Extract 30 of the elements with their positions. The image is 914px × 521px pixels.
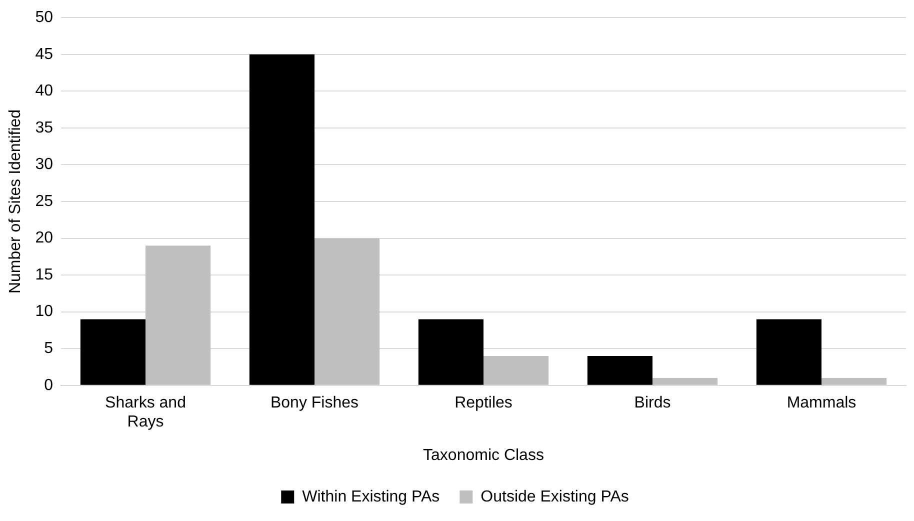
legend-label: Within Existing PAs <box>302 488 440 506</box>
x-tick-label: Sharks and Rays <box>105 394 186 431</box>
bar <box>756 319 822 385</box>
y-tick-label: 40 <box>35 82 54 100</box>
x-tick-label: Reptiles <box>454 394 512 412</box>
bar <box>249 54 314 385</box>
y-tick-label: 50 <box>35 9 54 26</box>
x-tick-label: Mammals <box>786 394 856 412</box>
y-tick-label: 20 <box>35 230 54 247</box>
y-tick-label: 0 <box>44 376 54 394</box>
x-tick-label: Bony Fishes <box>270 394 359 412</box>
y-tick-label: 10 <box>35 303 54 320</box>
bar <box>314 238 380 385</box>
x-tick-label: Birds <box>634 394 671 412</box>
y-tick-label: 30 <box>35 156 54 174</box>
legend-label: Outside Existing PAs <box>480 488 629 506</box>
bar <box>652 378 718 385</box>
bar <box>484 356 549 385</box>
bar <box>145 246 211 385</box>
y-tick-label: 5 <box>44 340 54 358</box>
bar <box>80 319 146 385</box>
y-tick-label: 45 <box>35 46 54 63</box>
y-tick-label: 35 <box>35 119 54 136</box>
y-axis-title: Number of Sites Identified <box>7 109 24 294</box>
x-axis-title: Taxonomic Class <box>423 446 544 464</box>
bar <box>418 319 484 385</box>
bar <box>822 378 887 385</box>
y-tick-label: 25 <box>35 192 54 210</box>
bar <box>587 356 652 385</box>
y-tick-label: 15 <box>35 266 54 284</box>
